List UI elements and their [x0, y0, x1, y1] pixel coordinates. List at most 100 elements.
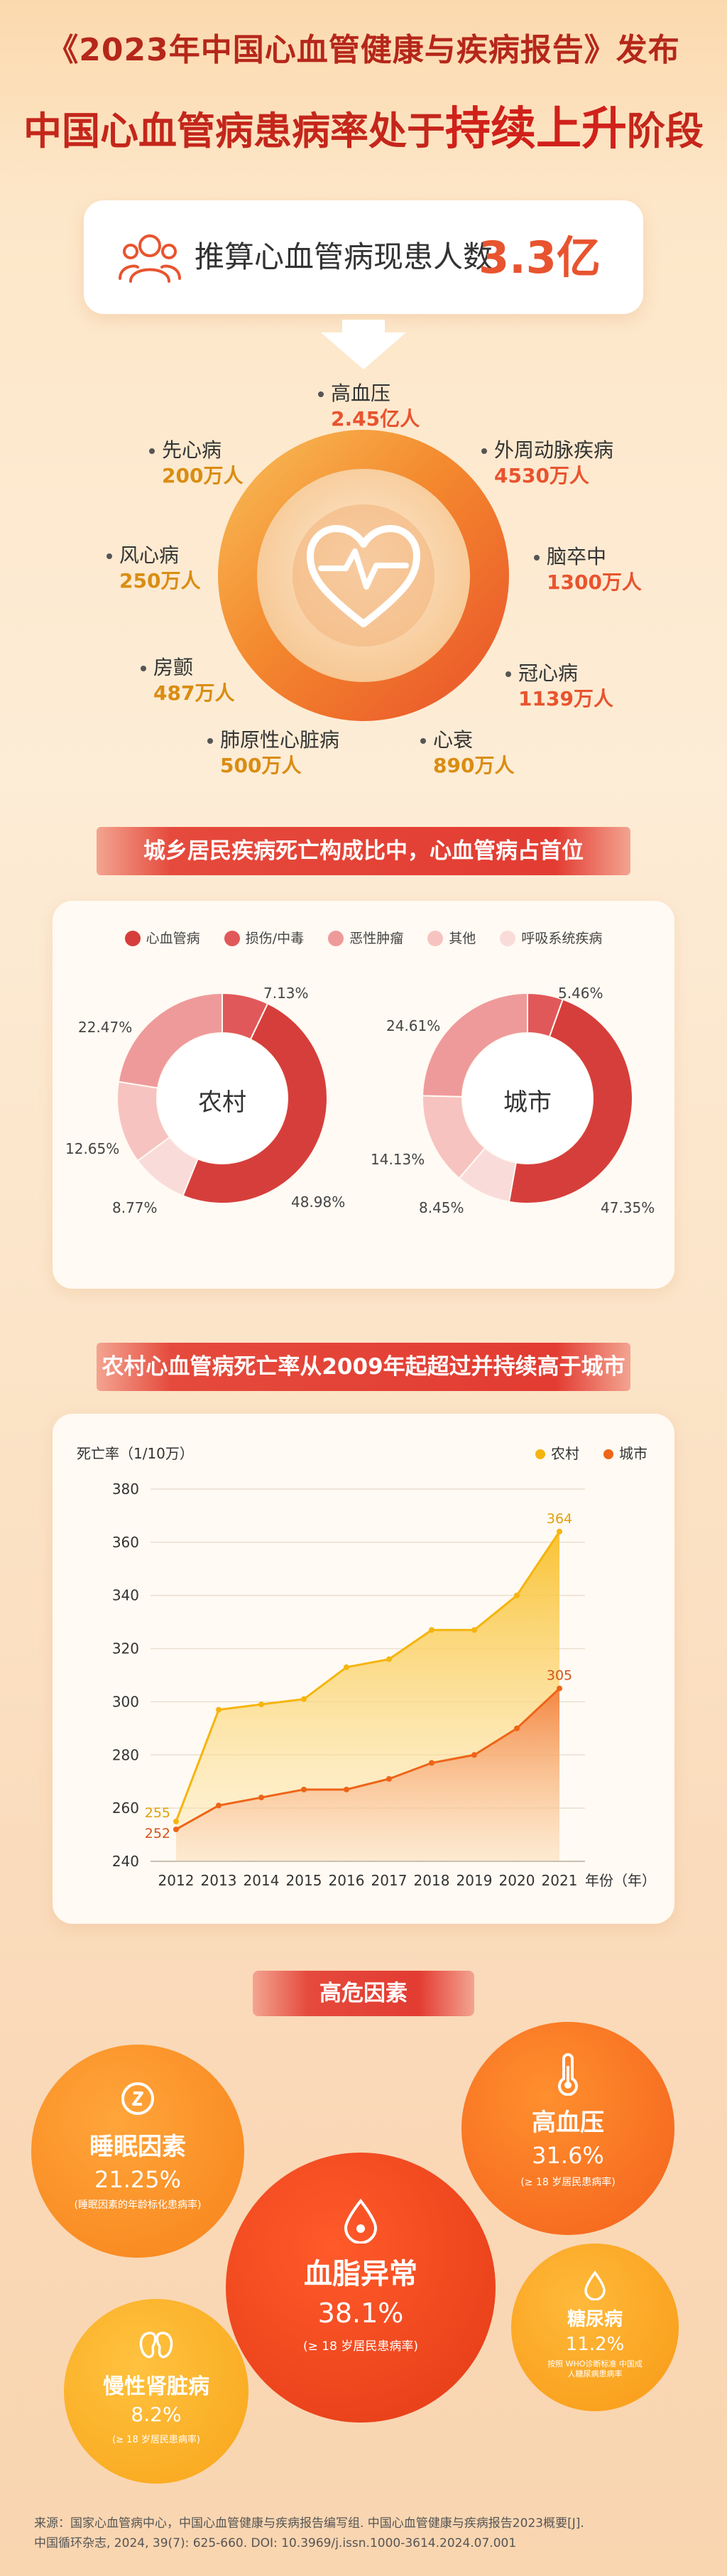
rural-pct-cvd: 48.98% — [291, 1194, 346, 1211]
rural-point-2013 — [216, 1706, 222, 1713]
risk-value-sleep: 21.25% — [94, 2166, 181, 2193]
headline-highlight: 持续上升 — [445, 103, 627, 156]
urban-point-2015 — [301, 1786, 307, 1792]
down-arrow-icon — [321, 320, 406, 369]
disease-label-rheumatic: 风心病 250万人 — [106, 543, 200, 594]
risk-note-hypertension: (≥ 18 岁居民患病率) — [520, 2177, 616, 2188]
legend-item-tumor: 恶性肿瘤 — [328, 928, 403, 947]
disease-label-pad: 外周动脉疾病 4530万人 — [481, 438, 613, 489]
rural-point-2019 — [471, 1627, 477, 1633]
y-tick-label: 340 — [112, 1587, 139, 1604]
patient-count-value: 3.3亿 — [479, 232, 601, 283]
source-citation: 来源：国家心血管病中心，中国心血管健康与疾病报告编写组. 中国心血管健康与疾病报… — [34, 2513, 694, 2553]
rural-pct-resp: 8.77% — [112, 1199, 158, 1216]
source-line-2: 中国循环杂志, 2024, 39(7): 625-660. DOI: 10.39… — [34, 2536, 517, 2550]
y-tick-label: 380 — [112, 1481, 139, 1498]
risk-value-dyslipidemia: 38.1% — [317, 2298, 404, 2329]
risk-bubble-ckd: 慢性肾脏病 8.2% (≥ 18 岁居民患病率) — [64, 2299, 248, 2484]
rural-pct-injury: 7.13% — [263, 985, 309, 1002]
headline-suffix: 阶段 — [627, 109, 704, 153]
report-title: 《2023年中国心血管健康与疾病报告》发布 — [47, 32, 680, 68]
risk-note-sleep: (睡眠因素的年龄标化患病率) — [74, 2199, 202, 2211]
urban-center-disc — [463, 1034, 592, 1163]
rural-slice-cvd — [182, 1002, 328, 1204]
x-tick-label: 2016 — [329, 1872, 365, 1889]
urban-point-2018 — [429, 1760, 434, 1766]
x-tick-label: 2013 — [201, 1872, 237, 1889]
disease-label-hypertension: 高血压 2.45亿人 — [318, 381, 420, 432]
disease-donut — [218, 430, 509, 721]
legend-item-other: 其他 — [427, 928, 476, 947]
legend-item-cvd: 心血管病 — [124, 928, 200, 947]
y-tick-label: 240 — [112, 1853, 139, 1870]
disease-label-stroke: 脑卒中 1300万人 — [534, 544, 642, 595]
rural-end-label: 364 — [547, 1511, 572, 1527]
urban-pct-injury: 5.46% — [558, 985, 603, 1002]
risk-bubble-hypertension: 高血压 31.6% (≥ 18 岁居民患病率) — [461, 2022, 674, 2235]
rural-point-2020 — [514, 1592, 520, 1598]
x-tick-label: 2015 — [286, 1872, 322, 1889]
disease-label-chd: 冠心病 1139万人 — [505, 661, 613, 712]
urban-pct-cvd: 47.35% — [601, 1199, 655, 1216]
urban-point-2012 — [173, 1827, 179, 1833]
rural-start-label: 255 — [145, 1805, 170, 1821]
legend-item-injury: 损伤/中毒 — [224, 928, 304, 947]
kidney-icon — [139, 2332, 173, 2359]
risk-note-ckd: (≥ 18 岁居民患病率) — [112, 2435, 200, 2445]
rural-point-2015 — [301, 1696, 307, 1702]
x-tick-label: 2019 — [457, 1872, 493, 1889]
composition-legend: 心血管病 损伤/中毒 恶性肿瘤 其他 呼吸系统疾病 — [53, 928, 674, 947]
urban-start-label: 252 — [145, 1826, 170, 1841]
risk-name-sleep: 睡眠因素 — [89, 2133, 186, 2161]
risk-name-dyslipidemia: 血脂异常 — [304, 2258, 417, 2290]
rural-point-2016 — [344, 1664, 349, 1670]
mortality-trend-panel: 240 260 280 300 320 340 360 380 255 364 252 305 2012… — [53, 1414, 674, 1924]
people-icon — [119, 234, 181, 283]
risk-value-diabetes: 11.2% — [565, 2334, 625, 2355]
rural-pct-tumor: 22.47% — [78, 1019, 133, 1036]
risk-name-hypertension: 高血压 — [532, 2109, 604, 2137]
y-tick-label: 280 — [112, 1746, 139, 1763]
urban-point-2021 — [557, 1685, 562, 1692]
x-tick-label: 2021 — [542, 1872, 578, 1889]
risk-name-ckd: 慢性肾脏病 — [103, 2374, 209, 2399]
y-tick-label: 320 — [112, 1640, 139, 1657]
disease-label-congenital: 先心病 200万人 — [149, 438, 243, 489]
risk-bubble-sleep: 睡眠因素 21.25% (睡眠因素的年龄标化患病率) — [31, 2045, 244, 2258]
urban-pct-resp: 8.45% — [419, 1199, 464, 1216]
rural-donut-chart — [116, 992, 328, 1204]
section-title-mortality-trend: 农村心血管病死亡率从2009年起超过并持续高于城市 — [97, 1343, 630, 1391]
disease-label-pulmonary: 肺原性心脏病 500万人 — [207, 727, 339, 779]
blood-drop-icon — [344, 2198, 378, 2244]
x-tick-label: 2020 — [499, 1872, 535, 1889]
y-tick-label: 360 — [112, 1534, 139, 1551]
rural-point-2018 — [429, 1627, 434, 1633]
urban-point-2020 — [514, 1725, 520, 1731]
rural-center-label: 农村 — [198, 1088, 246, 1117]
rural-line — [175, 1531, 561, 1822]
rural-point-2021 — [557, 1528, 562, 1535]
headline-prefix: 中国心血管病患病率处于 — [23, 109, 445, 153]
urban-line — [175, 1687, 561, 1831]
patient-count-label: 推算心血管病现患人数 — [195, 239, 493, 274]
patient-count-card: 推算心血管病现患人数 3.3亿 — [84, 200, 643, 314]
disease-label-heart-failure: 心衰 890万人 — [420, 727, 514, 779]
section-title-death-composition: 城乡居民疾病死亡构成比中，心血管病占首位 — [97, 827, 630, 875]
risk-value-hypertension: 31.6% — [532, 2142, 604, 2169]
urban-center-label: 城市 — [503, 1088, 552, 1117]
legend-item-urban: 城市 — [603, 1442, 647, 1463]
headline: 中国心血管病患病率处于持续上升阶段 — [0, 92, 727, 158]
x-axis-label: 年份（年） — [585, 1872, 656, 1889]
risk-note-diabetes: 按照 WHO诊断标准 中国成人糖尿病患病率 — [547, 2359, 643, 2379]
death-composition-panel: 心血管病 损伤/中毒 恶性肿瘤 其他 呼吸系统疾病 农村 7.13% 22.47… — [53, 901, 674, 1289]
urban-pct-other: 14.13% — [371, 1151, 425, 1168]
urban-end-label: 305 — [547, 1668, 572, 1684]
risk-bubble-diabetes: 糖尿病 11.2% 按照 WHO诊断标准 中国成人糖尿病患病率 — [511, 2244, 679, 2411]
rural-pct-other: 12.65% — [65, 1140, 120, 1157]
rural-slice-tumor — [117, 992, 223, 1089]
heart-icon — [307, 525, 420, 627]
sleep-icon — [121, 2082, 154, 2115]
x-tick-label: 2018 — [414, 1872, 450, 1889]
risk-bubble-dyslipidemia: 血脂异常 38.1% (≥ 18 岁居民患病率) — [226, 2153, 496, 2423]
urban-slice-tumor — [422, 992, 528, 1098]
